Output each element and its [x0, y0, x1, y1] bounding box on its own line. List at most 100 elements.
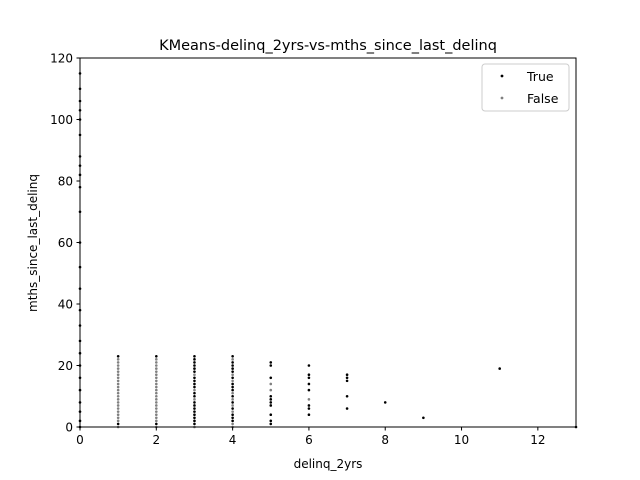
data-point-true-25: [116, 422, 120, 426]
data-point-false-13: [116, 382, 120, 386]
data-point-false-43: [155, 358, 158, 361]
data-point-true-71: [269, 376, 273, 380]
data-point-true-73: [269, 361, 273, 364]
data-point-false-18: [116, 367, 120, 370]
data-point-false-52: [231, 398, 234, 401]
data-point-false-58: [269, 382, 273, 386]
data-point-false-6: [116, 404, 120, 407]
data-point-true-50: [231, 416, 234, 420]
x-tick-label-6: 12: [530, 433, 545, 447]
data-point-true-47: [193, 358, 196, 361]
data-point-false-38: [155, 373, 158, 377]
data-point-true-85: [345, 376, 349, 380]
data-point-false-30: [155, 398, 158, 401]
data-point-false-36: [155, 379, 158, 383]
data-point-true-89: [498, 367, 501, 370]
legend-marker-true: [500, 74, 504, 78]
data-point-true-63: [231, 354, 234, 358]
data-point-false-15: [116, 376, 120, 380]
data-point-true-67: [269, 404, 273, 407]
data-point-true-36: [193, 401, 196, 404]
data-point-true-49: [231, 419, 234, 423]
data-point-false-1: [116, 419, 120, 423]
data-point-true-64: [269, 422, 273, 426]
data-point-true-69: [269, 398, 273, 401]
data-point-true-45: [193, 364, 196, 367]
data-point-false-5: [116, 407, 120, 410]
y-tick-label-0: 0: [65, 421, 73, 435]
data-point-true-55: [231, 388, 234, 392]
data-point-true-57: [231, 382, 234, 386]
data-point-false-33: [155, 388, 158, 392]
data-point-true-65: [269, 419, 273, 423]
data-point-false-59: [307, 398, 311, 401]
data-point-true-35: [193, 404, 196, 407]
x-tick-label-3: 6: [305, 433, 313, 447]
data-point-true-53: [231, 401, 234, 404]
data-point-true-59: [231, 370, 234, 373]
data-point-false-8: [116, 398, 120, 401]
data-point-true-54: [231, 394, 234, 398]
y-tick-label-5: 100: [50, 113, 73, 127]
data-point-false-14: [116, 379, 120, 383]
data-point-true-39: [193, 385, 196, 389]
y-tick-label-2: 40: [58, 298, 73, 312]
legend-box: [481, 63, 570, 112]
data-point-false-55: [231, 373, 234, 377]
data-point-true-74: [307, 413, 311, 417]
data-point-true-87: [383, 401, 387, 404]
data-point-false-41: [155, 364, 158, 367]
data-point-true-51: [231, 413, 234, 417]
data-point-true-48: [193, 354, 196, 358]
legend: True False: [481, 63, 570, 112]
data-point-false-31: [155, 394, 158, 398]
data-point-false-2: [116, 416, 120, 420]
data-point-true-28: [155, 354, 158, 358]
data-point-true-84: [345, 379, 349, 383]
data-point-true-80: [307, 373, 311, 377]
data-point-false-11: [116, 388, 120, 392]
data-point-false-40: [155, 367, 158, 370]
data-point-true-82: [345, 407, 349, 410]
x-tick-label-1: 2: [152, 433, 160, 447]
data-point-true-29: [193, 422, 196, 426]
data-point-true-77: [307, 388, 311, 392]
data-point-true-88: [422, 416, 425, 420]
data-point-false-21: [116, 358, 120, 361]
data-point-true-56: [231, 385, 234, 389]
data-point-false-25: [155, 413, 158, 417]
data-point-false-4: [116, 410, 120, 413]
data-point-false-39: [155, 370, 158, 373]
data-point-true-42: [193, 376, 196, 380]
data-point-true-68: [269, 401, 273, 404]
data-point-true-81: [307, 364, 311, 367]
data-point-false-17: [116, 370, 120, 373]
data-point-false-16: [116, 373, 120, 377]
data-point-true-60: [231, 367, 234, 370]
points-layer: [78, 72, 578, 429]
chart-title: KMeans-delinq_2yrs-vs-mths_since_last_de…: [159, 38, 497, 54]
data-point-false-49: [231, 422, 234, 426]
legend-marker-false: [500, 96, 504, 100]
data-point-false-35: [155, 382, 158, 386]
data-point-true-44: [193, 367, 196, 370]
data-point-false-37: [155, 376, 158, 380]
data-point-false-29: [155, 401, 158, 404]
x-tick-label-5: 10: [454, 433, 469, 447]
data-point-true-86: [345, 373, 349, 377]
data-point-false-56: [231, 358, 234, 361]
data-point-true-79: [307, 376, 311, 380]
data-point-false-7: [116, 401, 120, 404]
data-point-true-78: [307, 382, 311, 386]
data-point-false-20: [116, 361, 120, 364]
y-tick-label-1: 20: [58, 359, 73, 373]
data-point-false-9: [116, 394, 120, 398]
data-point-false-45: [193, 398, 196, 401]
legend-label-false: False: [527, 91, 559, 106]
data-point-false-28: [155, 404, 158, 407]
data-point-true-72: [269, 364, 273, 367]
data-point-false-23: [155, 419, 158, 423]
data-point-false-19: [116, 364, 120, 367]
data-point-false-50: [231, 410, 234, 413]
